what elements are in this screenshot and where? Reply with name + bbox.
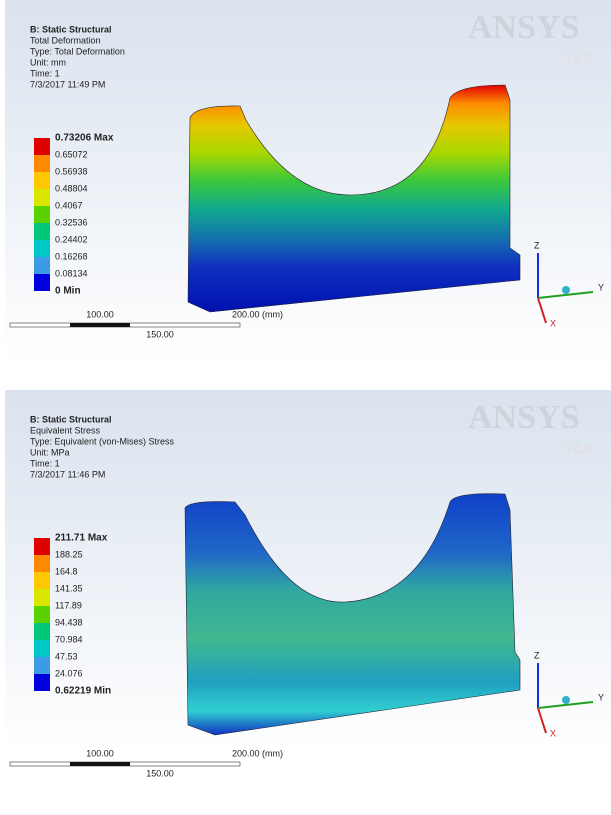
legend-swatch bbox=[34, 172, 50, 189]
legend-label: 24.076 bbox=[55, 668, 83, 678]
legend-swatch bbox=[34, 623, 50, 640]
legend-swatch bbox=[34, 223, 50, 240]
screenshot: B: Static StructuralTotal DeformationTyp… bbox=[0, 0, 611, 810]
header-date: 7/3/2017 11:46 PM bbox=[30, 469, 105, 479]
triad-z-label: Z bbox=[534, 240, 540, 250]
legend-label: 188.25 bbox=[55, 549, 83, 559]
legend-label: 0.62219 Min bbox=[55, 686, 111, 697]
header-date: 7/3/2017 11:49 PM bbox=[30, 79, 105, 89]
logo: ANSYS bbox=[468, 399, 579, 436]
legend-label: 0.4067 bbox=[55, 200, 83, 210]
legend-label: 164.8 bbox=[55, 566, 78, 576]
version: 14.0 bbox=[565, 51, 592, 67]
scale-bar-dark bbox=[70, 323, 130, 327]
triad-x-label: X bbox=[550, 728, 556, 738]
triad-y-label: Y bbox=[598, 282, 604, 292]
scale-left: 100.00 bbox=[86, 309, 114, 319]
legend-swatch bbox=[34, 589, 50, 606]
header-type: Type: Equivalent (von-Mises) Stress bbox=[30, 436, 175, 446]
legend-swatch bbox=[34, 538, 50, 555]
legend-label: 0.16268 bbox=[55, 251, 88, 261]
header-unit: Unit: mm bbox=[30, 57, 66, 67]
scale-left: 100.00 bbox=[86, 748, 114, 758]
legend-label: 0.48804 bbox=[55, 183, 88, 193]
header-analysis: B: Static Structural bbox=[30, 414, 112, 424]
legend-label: 117.89 bbox=[55, 600, 82, 610]
header-time: Time: 1 bbox=[30, 458, 60, 468]
legend-swatch bbox=[34, 674, 50, 691]
header-time: Time: 1 bbox=[30, 68, 60, 78]
triad-origin bbox=[562, 696, 570, 704]
legend-swatch bbox=[34, 257, 50, 274]
legend-swatch bbox=[34, 606, 50, 623]
legend-label: 141.35 bbox=[55, 583, 83, 593]
scale-middle: 150.00 bbox=[146, 768, 174, 778]
scale-right: 200.00 (mm) bbox=[232, 748, 283, 758]
header-result: Equivalent Stress bbox=[30, 425, 101, 435]
legend-label: 94.438 bbox=[55, 617, 83, 627]
legend-swatch bbox=[34, 555, 50, 572]
legend-label: 0.32536 bbox=[55, 217, 88, 227]
legend-swatch bbox=[34, 274, 50, 291]
legend-label: 0.65072 bbox=[55, 149, 88, 159]
scale-bar-dark bbox=[70, 762, 130, 766]
triad-origin bbox=[562, 286, 570, 294]
legend-swatch bbox=[34, 155, 50, 172]
legend-label: 0.56938 bbox=[55, 166, 88, 176]
header-analysis: B: Static Structural bbox=[30, 24, 112, 34]
legend-label: 211.71 Max bbox=[55, 533, 108, 544]
legend-label: 70.984 bbox=[55, 634, 83, 644]
header-unit: Unit: MPa bbox=[30, 447, 70, 457]
legend-swatch bbox=[34, 657, 50, 674]
legend-swatch bbox=[34, 206, 50, 223]
triad-z-label: Z bbox=[534, 650, 540, 660]
legend-label: 0.08134 bbox=[55, 268, 88, 278]
scale-middle: 150.00 bbox=[146, 329, 174, 339]
header-result: Total Deformation bbox=[30, 35, 101, 45]
legend-swatch bbox=[34, 572, 50, 589]
legend-swatch bbox=[34, 138, 50, 155]
legend-label: 0 Min bbox=[55, 286, 81, 297]
legend-swatch bbox=[34, 240, 50, 257]
version: 14.0 bbox=[565, 441, 592, 457]
triad-y-label: Y bbox=[598, 692, 604, 702]
legend-label: 47.53 bbox=[55, 651, 78, 661]
logo: ANSYS bbox=[468, 9, 579, 46]
triad-x-label: X bbox=[550, 318, 556, 328]
legend-swatch bbox=[34, 640, 50, 657]
legend-label: 0.73206 Max bbox=[55, 133, 114, 144]
legend-label: 0.24402 bbox=[55, 234, 88, 244]
header-type: Type: Total Deformation bbox=[30, 46, 125, 56]
legend-swatch bbox=[34, 189, 50, 206]
scale-right: 200.00 (mm) bbox=[232, 309, 283, 319]
